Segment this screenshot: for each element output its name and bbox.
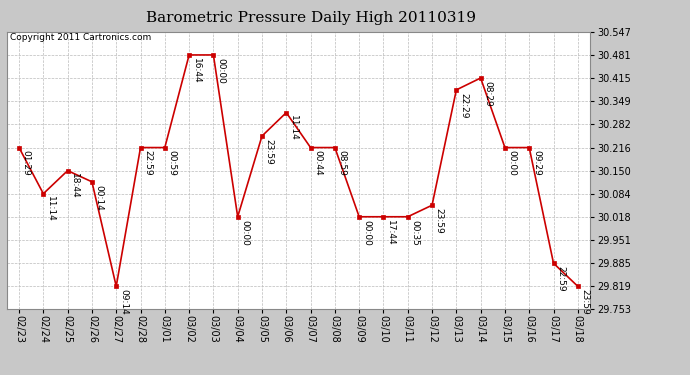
Text: 01:29: 01:29 <box>22 150 31 176</box>
Text: 11:14: 11:14 <box>46 196 55 222</box>
Text: 00:35: 00:35 <box>411 219 420 245</box>
Text: 22:59: 22:59 <box>556 266 565 292</box>
Text: Copyright 2011 Cartronics.com: Copyright 2011 Cartronics.com <box>10 33 151 42</box>
Text: 00:14: 00:14 <box>95 184 103 210</box>
Text: 23:59: 23:59 <box>265 139 274 165</box>
Text: 00:00: 00:00 <box>241 219 250 245</box>
Text: 00:00: 00:00 <box>508 150 517 176</box>
Text: 09:14: 09:14 <box>119 289 128 315</box>
Text: 00:00: 00:00 <box>362 219 371 245</box>
Text: 08:29: 08:29 <box>484 81 493 106</box>
Text: 18:44: 18:44 <box>70 173 79 199</box>
Text: 23:59: 23:59 <box>435 208 444 234</box>
Text: 17:44: 17:44 <box>386 219 395 245</box>
Text: 23:59: 23:59 <box>580 289 589 315</box>
Text: Barometric Pressure Daily High 20110319: Barometric Pressure Daily High 20110319 <box>146 11 475 25</box>
Text: 08:59: 08:59 <box>337 150 346 176</box>
Text: 22:29: 22:29 <box>459 93 468 118</box>
Text: 16:44: 16:44 <box>192 58 201 83</box>
Text: 00:44: 00:44 <box>313 150 322 176</box>
Text: 00:59: 00:59 <box>168 150 177 176</box>
Text: 09:29: 09:29 <box>532 150 541 176</box>
Text: 11:14: 11:14 <box>289 116 298 141</box>
Text: 22:59: 22:59 <box>144 150 152 176</box>
Text: 00:00: 00:00 <box>216 58 225 84</box>
